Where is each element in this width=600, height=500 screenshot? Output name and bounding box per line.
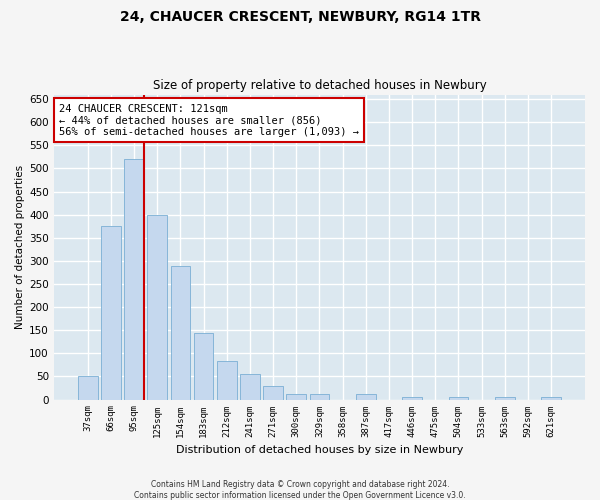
Bar xyxy=(148,214,167,400)
Text: 24, CHAUCER CRESCENT, NEWBURY, RG14 1TR: 24, CHAUCER CRESCENT, NEWBURY, RG14 1TR xyxy=(119,10,481,24)
Bar xyxy=(263,386,283,400)
Bar xyxy=(286,394,306,400)
Y-axis label: Number of detached properties: Number of detached properties xyxy=(15,165,25,329)
Text: Contains HM Land Registry data © Crown copyright and database right 2024.
Contai: Contains HM Land Registry data © Crown c… xyxy=(134,480,466,500)
Bar xyxy=(541,397,561,400)
Bar xyxy=(101,226,121,400)
Bar xyxy=(217,361,236,400)
Bar xyxy=(449,397,468,400)
Bar xyxy=(78,376,98,400)
Bar xyxy=(402,397,422,400)
Bar xyxy=(495,397,515,400)
Bar xyxy=(170,266,190,400)
Bar xyxy=(356,394,376,400)
X-axis label: Distribution of detached houses by size in Newbury: Distribution of detached houses by size … xyxy=(176,445,463,455)
Bar xyxy=(194,334,214,400)
Title: Size of property relative to detached houses in Newbury: Size of property relative to detached ho… xyxy=(152,79,486,92)
Bar xyxy=(240,374,260,400)
Bar xyxy=(124,160,144,400)
Text: 24 CHAUCER CRESCENT: 121sqm
← 44% of detached houses are smaller (856)
56% of se: 24 CHAUCER CRESCENT: 121sqm ← 44% of det… xyxy=(59,104,359,137)
Bar xyxy=(310,394,329,400)
